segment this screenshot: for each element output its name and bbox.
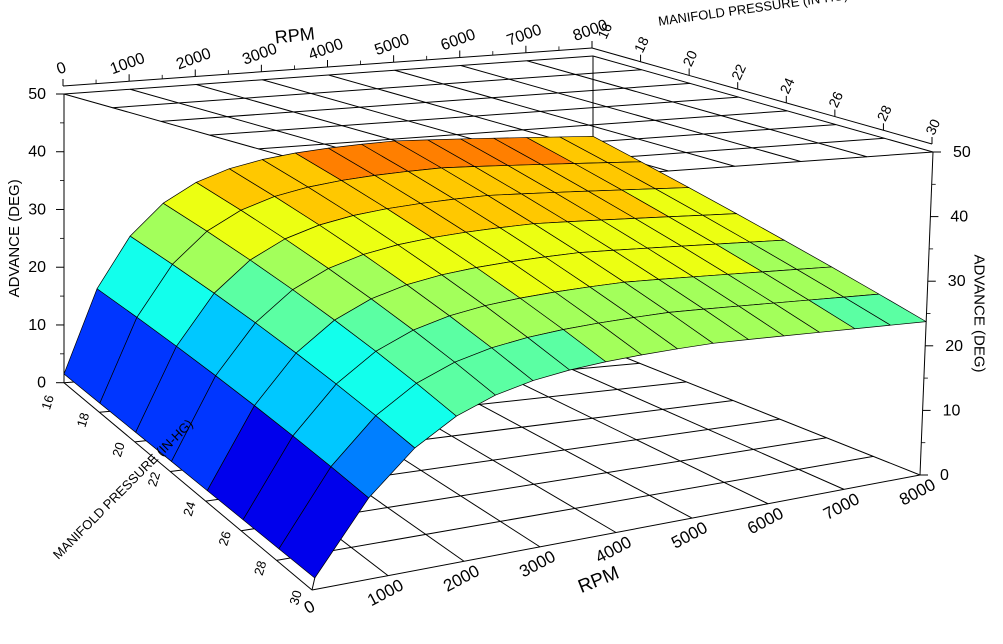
svg-text:ADVANCE (DEG): ADVANCE (DEG)	[971, 254, 988, 372]
svg-text:ADVANCE (DEG): ADVANCE (DEG)	[6, 179, 23, 297]
svg-text:10: 10	[943, 402, 961, 419]
svg-text:10: 10	[28, 317, 46, 334]
svg-text:20: 20	[28, 259, 46, 276]
svg-text:RPM: RPM	[274, 23, 316, 47]
svg-text:30: 30	[28, 201, 46, 218]
svg-text:40: 40	[950, 209, 968, 226]
svg-text:0: 0	[940, 467, 949, 484]
svg-text:0: 0	[37, 375, 46, 392]
svg-text:30: 30	[948, 273, 966, 290]
svg-text:20: 20	[945, 338, 963, 355]
svg-text:40: 40	[28, 144, 46, 161]
svg-text:50: 50	[953, 144, 971, 161]
svg-text:50: 50	[28, 86, 46, 103]
